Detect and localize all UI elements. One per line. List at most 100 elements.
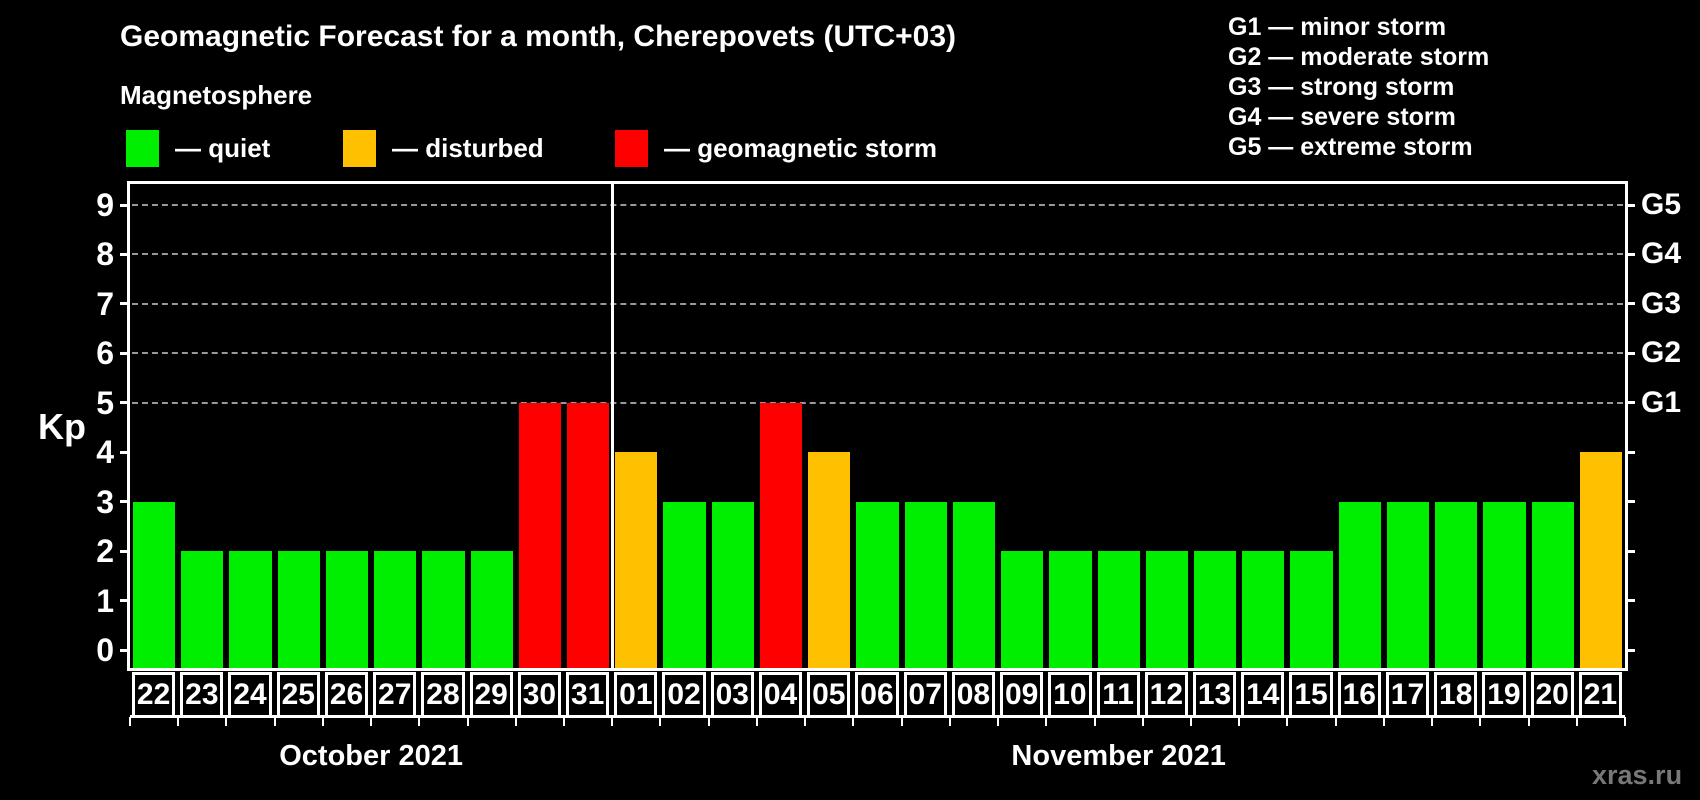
day-label-18: 18: [1434, 672, 1478, 718]
day-axis-tick: [659, 717, 662, 726]
day-axis-tick: [1624, 717, 1626, 726]
day-axis-tick: [755, 717, 758, 726]
y-axis-tick-left: [120, 648, 130, 652]
y-axis-tick-label: 2: [96, 533, 114, 570]
kp-bar-14: [1242, 551, 1285, 668]
day-label-21: 21: [1578, 672, 1622, 718]
day-label-07: 07: [903, 672, 947, 718]
day-axis-tick: [1575, 717, 1578, 726]
day-axis-tick: [177, 717, 180, 726]
day-axis-tick: [1479, 717, 1482, 726]
kp-bar-30: [518, 402, 562, 668]
y-axis-tick-left: [120, 500, 130, 504]
day-axis-tick: [321, 717, 324, 726]
day-axis-tick: [418, 717, 421, 726]
day-label-02: 02: [662, 672, 706, 718]
day-label-23: 23: [180, 672, 224, 718]
month-label-october: October 2021: [279, 740, 464, 772]
kp-bar-22: [133, 501, 176, 668]
kp-bar-19: [1483, 501, 1526, 668]
kp-bar-07: [904, 501, 947, 668]
g2-legend-line: G2 — moderate storm: [1228, 43, 1490, 71]
g1-legend-line: G1 — minor storm: [1228, 13, 1447, 41]
day-label-27: 27: [373, 672, 417, 718]
kp-bar-05: [808, 452, 851, 668]
gridline-kp8: [132, 253, 1623, 256]
right-axis-label-g1: G1: [1641, 385, 1682, 419]
magnetosphere-label: Magnetosphere: [120, 80, 313, 110]
day-axis-tick: [1431, 717, 1434, 726]
kp-bar-06: [856, 501, 899, 668]
y-axis-tick-left: [120, 549, 130, 553]
gridline-kp6: [132, 352, 1623, 355]
legend-label-quiet: — quiet: [175, 132, 271, 163]
y-axis-tick-left: [120, 401, 130, 405]
kp-bar-13: [1193, 551, 1237, 668]
day-axis-tick: [563, 717, 566, 726]
day-label-06: 06: [855, 672, 899, 718]
kp-bar-26: [325, 551, 369, 668]
day-axis-tick: [1382, 717, 1385, 726]
day-label-10: 10: [1048, 672, 1092, 718]
kp-bar-12: [1145, 551, 1188, 668]
day-row-baseline: [130, 715, 1625, 718]
day-label-11: 11: [1096, 672, 1140, 718]
y-axis-tick-left: [120, 203, 130, 207]
right-axis-label-g4: G4: [1641, 237, 1682, 271]
kp-bar-21: [1579, 452, 1622, 668]
y-axis-tick-right: [1625, 599, 1635, 603]
kp-bar-24: [229, 551, 272, 668]
y-axis-tick-label: 0: [96, 632, 114, 668]
day-label-29: 29: [469, 672, 513, 718]
g5-legend-line: G5 — extreme storm: [1228, 133, 1473, 161]
day-label-28: 28: [421, 672, 465, 718]
legend-label-storm: — geomagnetic storm: [664, 132, 938, 163]
kp-bar-23: [181, 551, 224, 668]
g4-legend-line: G4 — severe storm: [1228, 103, 1456, 131]
gridline-kp5: [132, 401, 1623, 404]
day-axis-tick: [1045, 717, 1048, 726]
kp-bar-03: [711, 501, 754, 668]
kp-bar-10: [1049, 551, 1092, 668]
kp-bar-16: [1338, 501, 1381, 668]
kp-bar-04: [759, 402, 803, 668]
day-axis-tick: [900, 717, 903, 726]
y-axis-tick-right: [1625, 252, 1635, 256]
day-axis-tick: [129, 717, 131, 726]
legend-item-storm: — geomagnetic storm: [615, 129, 937, 167]
g3-legend-line: G3 — strong storm: [1228, 73, 1455, 101]
kp-bar-27: [374, 551, 417, 668]
day-axis-tick: [370, 717, 373, 726]
day-label-04: 04: [758, 672, 803, 718]
day-label-24: 24: [228, 672, 272, 718]
gridline-kp7: [132, 302, 1623, 305]
y-axis-tick-label: 9: [96, 187, 114, 224]
day-axis-tick: [1334, 717, 1337, 726]
day-axis-tick: [948, 717, 951, 726]
watermark: xras.ru: [1592, 760, 1683, 790]
kp-bar-28: [422, 551, 465, 668]
y-axis-tick-right: [1625, 203, 1635, 207]
right-axis-label-g2: G2: [1641, 336, 1682, 370]
day-axis-tick: [1286, 717, 1289, 726]
day-axis-tick: [997, 717, 1000, 726]
quiet-color-swatch: [126, 129, 159, 167]
day-label-17: 17: [1385, 672, 1430, 718]
y-axis-tick-label: 8: [96, 236, 114, 273]
day-axis-tick: [1093, 717, 1096, 726]
legend-label-disturbed: — disturbed: [392, 132, 544, 163]
kp-bar-15: [1290, 551, 1333, 668]
kp-bar-29: [470, 551, 513, 668]
day-label-14: 14: [1241, 672, 1285, 718]
y-axis-tick-right: [1625, 549, 1635, 553]
day-axis-tick: [804, 717, 807, 726]
chart-title: Geomagnetic Forecast for a month, Cherep…: [120, 20, 957, 53]
y-axis-tick-left: [120, 351, 130, 355]
y-axis-tick-right: [1625, 302, 1635, 306]
day-label-13: 13: [1192, 672, 1237, 718]
day-axis-tick: [611, 717, 614, 726]
kp-bar-01: [615, 452, 658, 668]
y-axis-tick-label: 6: [96, 335, 114, 372]
day-label-31: 31: [566, 672, 610, 718]
